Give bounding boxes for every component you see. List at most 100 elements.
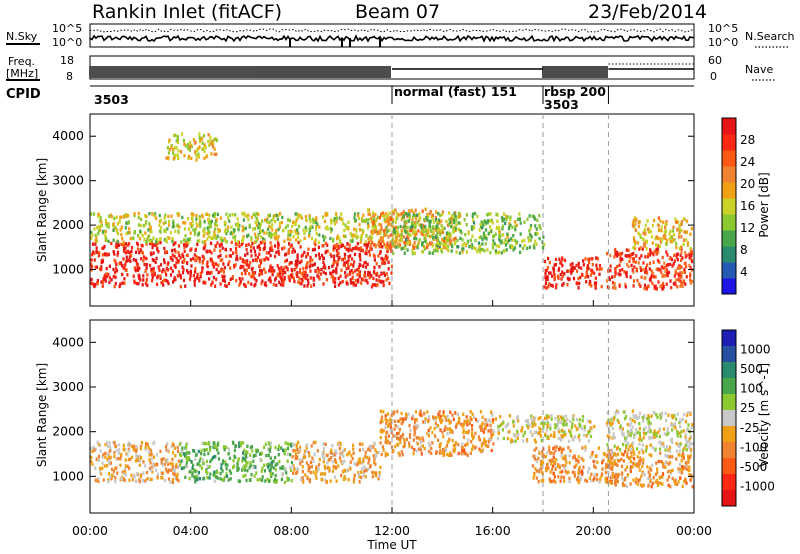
- data-cell-828: [291, 465, 294, 469]
- data-cell-131: [151, 465, 154, 469]
- data-cell-91: [357, 278, 360, 282]
- data-cell-1452: [610, 474, 613, 478]
- data-cell-712: [259, 271, 262, 276]
- data-cell-800: [349, 460, 352, 464]
- data-cell-1341: [189, 222, 192, 226]
- data-cell-2727: [634, 228, 637, 233]
- data-cell-2182: [503, 249, 506, 253]
- data-cell-1177: [112, 222, 115, 226]
- data-cell-1256: [155, 216, 158, 220]
- data-cell-592: [352, 447, 355, 451]
- data-cell-642: [338, 456, 342, 460]
- data-cell-760: [353, 477, 356, 481]
- data-cell-839: [381, 445, 384, 449]
- data-cell-65: [126, 464, 129, 469]
- data-cell-673: [130, 253, 133, 258]
- data-cell-546: [225, 254, 228, 259]
- data-cell-2543: [646, 255, 649, 259]
- data-cell-336: [285, 471, 288, 475]
- nsky-panel: N.Sky 10^5 10^0 10^5 10^0 N.Search: [6, 22, 795, 49]
- data-cell-67: [366, 281, 369, 285]
- data-cell-2140: [405, 219, 408, 223]
- data-cell-2022: [494, 249, 497, 253]
- data-cell-2135: [452, 229, 455, 233]
- data-cell-1019: [439, 448, 442, 453]
- data-cell-1682: [635, 464, 638, 468]
- data-cell-366: [260, 469, 263, 473]
- data-cell-682: [338, 447, 341, 451]
- data-cell-1226: [568, 429, 571, 433]
- data-cell-41: [124, 458, 127, 462]
- data-cell-119: [212, 275, 215, 280]
- data-cell-941: [445, 418, 448, 422]
- data-cell-160: [351, 276, 354, 281]
- data-cell-1616: [667, 454, 670, 459]
- data-cell-537: [261, 466, 264, 470]
- data-cell-1038: [380, 452, 383, 457]
- data-cell-813: [324, 442, 327, 446]
- data-cell-1569: [255, 216, 258, 221]
- data-cell-1652: [411, 227, 414, 231]
- data-cell-1815: [640, 474, 643, 479]
- data-cell-1472: [584, 448, 587, 452]
- data-cell-2006: [445, 231, 448, 235]
- data-cell-1378: [557, 427, 560, 431]
- data-cell-1463: [385, 225, 388, 230]
- data-cell-647: [316, 449, 319, 453]
- data-cell-817: [324, 466, 327, 471]
- data-cell-2190: [536, 231, 539, 236]
- data-cell-359: [252, 258, 255, 263]
- data-cell-1718: [622, 459, 625, 463]
- data-cell-709: [304, 455, 307, 459]
- data-cell-1947: [440, 248, 443, 252]
- data-cell-113: [114, 476, 117, 480]
- data-cell-569: [306, 251, 309, 256]
- data-cell-114: [270, 245, 273, 249]
- data-cell-1287: [560, 434, 563, 438]
- data-cell-1691: [398, 243, 402, 247]
- data-cell-8: [171, 451, 175, 455]
- data-cell-1678: [394, 225, 397, 230]
- data-cell-1326: [530, 416, 533, 421]
- data-cell-806: [263, 241, 266, 246]
- data-cell-1457: [537, 468, 540, 472]
- data-cell-1592: [557, 447, 561, 452]
- data-cell-921: [352, 263, 355, 267]
- data-cell-723: [362, 459, 365, 463]
- data-cell-1541: [358, 228, 362, 232]
- data-cell-2712: [668, 237, 671, 241]
- data-cell-1714: [400, 212, 403, 216]
- data-cell-1001: [456, 412, 459, 417]
- data-cell-1490: [568, 461, 571, 465]
- data-cell-632: [138, 274, 141, 279]
- data-cell-1517: [552, 479, 556, 483]
- data-cell-1072: [382, 448, 385, 452]
- data-cell-2444: [679, 271, 682, 275]
- data-cell-2560: [670, 257, 673, 262]
- data-cell-1234: [569, 419, 572, 424]
- data-cell-1207: [144, 214, 147, 218]
- data-cell-1347: [573, 435, 577, 439]
- data-cell-1535: [250, 215, 253, 219]
- data-cell-2581: [662, 281, 665, 286]
- data-cell-684: [318, 268, 321, 272]
- data-cell-1377: [216, 212, 219, 217]
- data-cell-1137: [313, 240, 316, 244]
- data-cell-1485: [159, 230, 162, 234]
- data-cell-475: [278, 252, 281, 256]
- data-cell-495: [179, 256, 182, 260]
- data-cell-1257: [581, 415, 585, 419]
- data-cell-2185: [474, 211, 477, 216]
- data-cell-2628: [632, 251, 635, 256]
- data-cell-501: [235, 246, 238, 251]
- data-cell-1653: [652, 476, 655, 480]
- data-cell-1859: [655, 434, 658, 438]
- data-cell-1334: [254, 214, 257, 218]
- data-cell-1685: [410, 208, 413, 213]
- data-cell-2747: [631, 224, 634, 228]
- data-cell-2125: [419, 216, 422, 220]
- data-cell-2710: [677, 235, 681, 239]
- data-cell-712: [373, 471, 376, 475]
- data-cell-2844: [172, 133, 175, 138]
